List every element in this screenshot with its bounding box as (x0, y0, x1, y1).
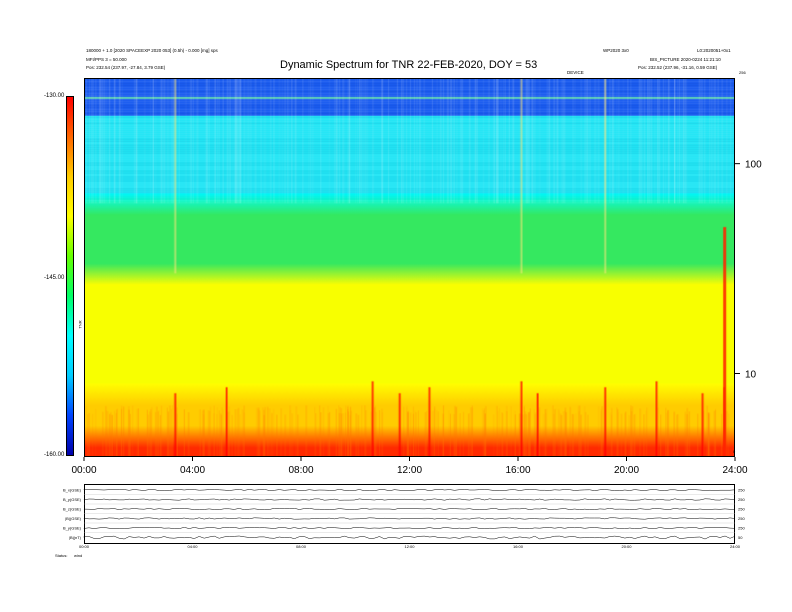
strip-time-label: 04:00 (187, 544, 198, 549)
header-right-line1: WP2020 3x0 (603, 48, 629, 53)
spectrogram-plot (84, 78, 735, 457)
y-top-label: 256 (739, 70, 746, 75)
header-left-line2: MFI/PPS 3 = 50.000 (86, 57, 127, 62)
colorbar-mid-label: -145.00 (44, 275, 65, 281)
x-tick-label: 24:00 (722, 465, 747, 476)
y-tick-label: 10 (745, 369, 757, 380)
strip-label: |B|(nT) (69, 535, 82, 540)
header-left-line3: Pos: 232.54 (237.97, -27.84, 3.79 GSE) (86, 65, 166, 70)
x-tick-label: 20:00 (614, 465, 639, 476)
strip-label: B_y(GSE) (63, 497, 82, 502)
strip-time-label: 24:00 (730, 544, 741, 549)
strip-right-label: 250 (738, 507, 745, 512)
page-title: Dynamic Spectrum for TNR 22-FEB-2020, DO… (280, 59, 538, 71)
colorbar (66, 96, 74, 456)
strip-right-label: 250 (738, 488, 745, 493)
colorbar-unit-label: TNR (77, 320, 83, 329)
header-center-small: DEVICE (567, 70, 584, 75)
strip-label: B_y(GSE) (63, 526, 82, 531)
strip-label: |B|(GSE) (65, 516, 82, 521)
colorbar-bottom-label: -160.00 (44, 452, 65, 458)
strip-right-label: 250 (738, 497, 745, 502)
x-tick-label: 00:00 (71, 465, 96, 476)
strip-right-label: 50 (738, 535, 743, 540)
spectrogram-heatmap (85, 79, 734, 456)
header-left-line1: 180000 + 1.0 [2020 SPACEEXP 2020 053] (0… (86, 48, 218, 53)
x-tick-label: 08:00 (288, 465, 313, 476)
x-tick-label: 16:00 (505, 465, 530, 476)
header-right-line3: BIS_PICTURE 2020-0224 11:21:10 (650, 57, 721, 62)
strip-label: B_x(GSE) (63, 488, 82, 493)
header-right-line4: Pos: 232.52 (237.96, -31.16, 0.59 GSE) (638, 65, 718, 70)
x-tick-label: 12:00 (397, 465, 422, 476)
strip-time-label: 00:00 (79, 544, 90, 549)
strip-time-label: 08:00 (296, 544, 307, 549)
magnetometer-strips (84, 484, 735, 544)
status-value: wind (74, 553, 83, 558)
header-right-line2: L0:2020051+0x1 (697, 48, 731, 53)
strip-time-label: 16:00 (513, 544, 524, 549)
strip-time-label: 12:00 (404, 544, 415, 549)
y-tick-label: 100 (745, 160, 762, 171)
strip-right-label: 250 (738, 526, 745, 531)
strip-time-label: 20:00 (621, 544, 632, 549)
strip-right-label: 250 (738, 516, 745, 521)
x-tick-label: 04:00 (180, 465, 205, 476)
strip-label: B_z(GSE) (63, 507, 82, 512)
colorbar-top-label: -130.00 (44, 93, 65, 99)
status-label: Status: (55, 553, 68, 558)
